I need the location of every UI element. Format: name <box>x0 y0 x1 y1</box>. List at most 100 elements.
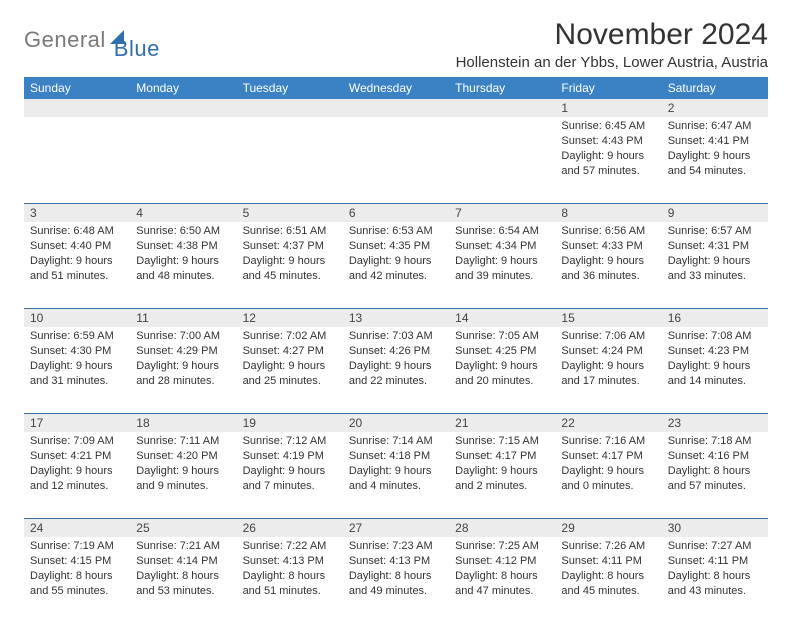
day-number: 19 <box>237 414 343 432</box>
day-number <box>237 99 343 117</box>
sunrise-text: Sunrise: 7:25 AM <box>455 539 549 554</box>
sunrise-text: Sunrise: 7:14 AM <box>349 434 443 449</box>
sunrise-text: Sunrise: 7:18 AM <box>668 434 762 449</box>
calendar-cell: Sunrise: 6:48 AMSunset: 4:40 PMDaylight:… <box>24 222 130 308</box>
day2-text: and 9 minutes. <box>136 479 230 494</box>
day2-text: and 57 minutes. <box>561 164 655 179</box>
weeks-container: 12Sunrise: 6:45 AMSunset: 4:43 PMDayligh… <box>24 99 768 623</box>
day1-text: Daylight: 9 hours <box>243 464 337 479</box>
day2-text: and 48 minutes. <box>136 269 230 284</box>
week-row: Sunrise: 7:19 AMSunset: 4:15 PMDaylight:… <box>24 537 768 623</box>
sunset-text: Sunset: 4:31 PM <box>668 239 762 254</box>
sunrise-text: Sunrise: 7:12 AM <box>243 434 337 449</box>
calendar-cell: Sunrise: 6:57 AMSunset: 4:31 PMDaylight:… <box>662 222 768 308</box>
sunrise-text: Sunrise: 6:57 AM <box>668 224 762 239</box>
sunrise-text: Sunrise: 6:48 AM <box>30 224 124 239</box>
day1-text: Daylight: 9 hours <box>243 254 337 269</box>
day-number: 9 <box>662 204 768 222</box>
day2-text: and 20 minutes. <box>455 374 549 389</box>
daynum-band: 24252627282930 <box>24 519 768 537</box>
calendar-cell: Sunrise: 7:21 AMSunset: 4:14 PMDaylight:… <box>130 537 236 623</box>
day2-text: and 28 minutes. <box>136 374 230 389</box>
calendar-cell: Sunrise: 6:56 AMSunset: 4:33 PMDaylight:… <box>555 222 661 308</box>
day-number: 17 <box>24 414 130 432</box>
sunrise-text: Sunrise: 7:08 AM <box>668 329 762 344</box>
calendar-cell <box>237 117 343 203</box>
header: General Blue November 2024 Hollenstein a… <box>24 18 768 71</box>
day2-text: and 0 minutes. <box>561 479 655 494</box>
sunrise-text: Sunrise: 7:11 AM <box>136 434 230 449</box>
sunrise-text: Sunrise: 7:05 AM <box>455 329 549 344</box>
sunset-text: Sunset: 4:12 PM <box>455 554 549 569</box>
day1-text: Daylight: 9 hours <box>561 254 655 269</box>
sunset-text: Sunset: 4:17 PM <box>561 449 655 464</box>
sunrise-text: Sunrise: 6:53 AM <box>349 224 443 239</box>
day2-text: and 14 minutes. <box>668 374 762 389</box>
day2-text: and 36 minutes. <box>561 269 655 284</box>
day2-text: and 51 minutes. <box>30 269 124 284</box>
sunrise-text: Sunrise: 7:21 AM <box>136 539 230 554</box>
month-title: November 2024 <box>456 18 768 52</box>
sunrise-text: Sunrise: 6:59 AM <box>30 329 124 344</box>
day-number <box>343 99 449 117</box>
day1-text: Daylight: 9 hours <box>561 359 655 374</box>
sunset-text: Sunset: 4:21 PM <box>30 449 124 464</box>
week-row: Sunrise: 6:45 AMSunset: 4:43 PMDaylight:… <box>24 117 768 204</box>
day1-text: Daylight: 9 hours <box>455 254 549 269</box>
sunset-text: Sunset: 4:26 PM <box>349 344 443 359</box>
day-number: 21 <box>449 414 555 432</box>
day1-text: Daylight: 9 hours <box>668 254 762 269</box>
daynum-band: 3456789 <box>24 204 768 222</box>
sunrise-text: Sunrise: 7:22 AM <box>243 539 337 554</box>
day-number: 10 <box>24 309 130 327</box>
day-number: 5 <box>237 204 343 222</box>
sunset-text: Sunset: 4:43 PM <box>561 134 655 149</box>
day1-text: Daylight: 9 hours <box>455 359 549 374</box>
day2-text: and 17 minutes. <box>561 374 655 389</box>
sunrise-text: Sunrise: 7:16 AM <box>561 434 655 449</box>
day2-text: and 53 minutes. <box>136 584 230 599</box>
sunset-text: Sunset: 4:13 PM <box>349 554 443 569</box>
day1-text: Daylight: 8 hours <box>668 569 762 584</box>
day-number: 20 <box>343 414 449 432</box>
calendar-cell: Sunrise: 7:19 AMSunset: 4:15 PMDaylight:… <box>24 537 130 623</box>
day2-text: and 7 minutes. <box>243 479 337 494</box>
sunset-text: Sunset: 4:35 PM <box>349 239 443 254</box>
day2-text: and 31 minutes. <box>30 374 124 389</box>
logo-text-blue: Blue <box>114 36 160 62</box>
location: Hollenstein an der Ybbs, Lower Austria, … <box>456 54 768 71</box>
sunrise-text: Sunrise: 6:47 AM <box>668 119 762 134</box>
weekday-fri: Friday <box>555 77 661 99</box>
day-number: 6 <box>343 204 449 222</box>
calendar-cell: Sunrise: 6:51 AMSunset: 4:37 PMDaylight:… <box>237 222 343 308</box>
calendar: Sunday Monday Tuesday Wednesday Thursday… <box>24 77 768 623</box>
sunset-text: Sunset: 4:16 PM <box>668 449 762 464</box>
daynum-band: 12 <box>24 99 768 117</box>
day-number: 13 <box>343 309 449 327</box>
sunset-text: Sunset: 4:41 PM <box>668 134 762 149</box>
day1-text: Daylight: 9 hours <box>136 254 230 269</box>
weekday-mon: Monday <box>130 77 236 99</box>
day2-text: and 22 minutes. <box>349 374 443 389</box>
day2-text: and 39 minutes. <box>455 269 549 284</box>
weekday-header: Sunday Monday Tuesday Wednesday Thursday… <box>24 77 768 99</box>
day-number: 16 <box>662 309 768 327</box>
sunrise-text: Sunrise: 7:23 AM <box>349 539 443 554</box>
calendar-cell: Sunrise: 7:03 AMSunset: 4:26 PMDaylight:… <box>343 327 449 413</box>
title-block: November 2024 Hollenstein an der Ybbs, L… <box>456 18 768 71</box>
calendar-cell <box>24 117 130 203</box>
calendar-cell <box>343 117 449 203</box>
sunset-text: Sunset: 4:18 PM <box>349 449 443 464</box>
day-number: 12 <box>237 309 343 327</box>
sunset-text: Sunset: 4:37 PM <box>243 239 337 254</box>
sunrise-text: Sunrise: 7:15 AM <box>455 434 549 449</box>
day-number: 15 <box>555 309 661 327</box>
day1-text: Daylight: 9 hours <box>455 464 549 479</box>
sunrise-text: Sunrise: 6:51 AM <box>243 224 337 239</box>
calendar-cell: Sunrise: 7:12 AMSunset: 4:19 PMDaylight:… <box>237 432 343 518</box>
calendar-cell: Sunrise: 6:45 AMSunset: 4:43 PMDaylight:… <box>555 117 661 203</box>
day-number <box>449 99 555 117</box>
day2-text: and 47 minutes. <box>455 584 549 599</box>
day2-text: and 43 minutes. <box>668 584 762 599</box>
day-number: 2 <box>662 99 768 117</box>
